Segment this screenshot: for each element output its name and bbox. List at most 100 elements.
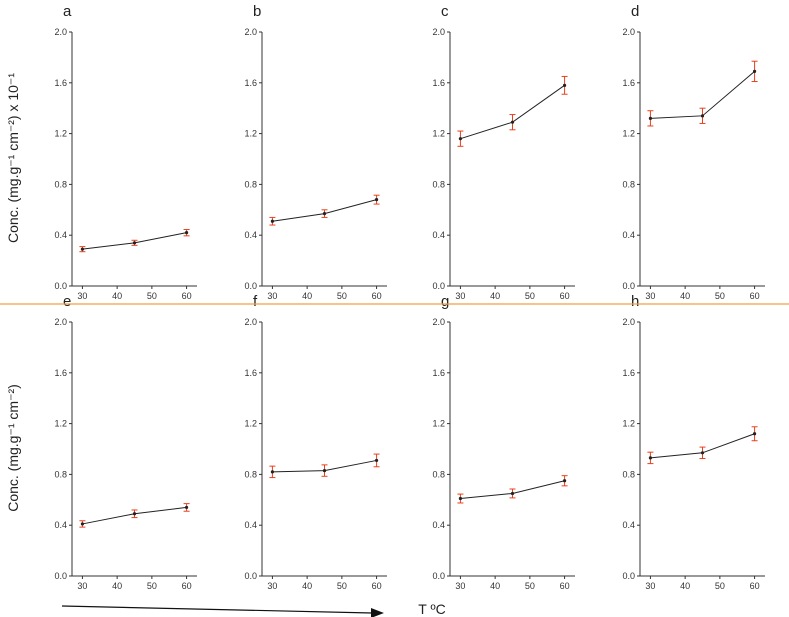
- data-point: [270, 219, 275, 223]
- x-tick-label: 30: [645, 581, 655, 591]
- panel-label-f: f: [253, 293, 258, 310]
- data-point: [184, 505, 189, 510]
- x-tick-label: 60: [560, 581, 570, 591]
- x-tick-label: 60: [560, 291, 570, 301]
- data-point: [322, 468, 327, 473]
- y-tick-label: 0.0: [622, 281, 635, 291]
- data-point: [132, 241, 137, 245]
- y-tick-label: 1.2: [622, 129, 635, 139]
- x-tick-label: 50: [147, 581, 157, 591]
- y-tick-label: 0.0: [432, 281, 445, 291]
- x-tick-label: 40: [490, 581, 500, 591]
- y-tick-label: 0.0: [432, 571, 445, 581]
- y-tick-label: 0.0: [244, 571, 257, 581]
- panel-h: h 0.0 0.4 0.8 1.2 1.6 2.0 30 40 50 60: [622, 293, 765, 591]
- y-tick-label: 0.4: [622, 230, 635, 240]
- data-point: [700, 451, 705, 455]
- y-tick-label: 0.0: [54, 571, 67, 581]
- y-tick-label: 1.6: [244, 368, 257, 378]
- x-tick-label: 60: [372, 291, 382, 301]
- x-tick-label: 60: [182, 581, 192, 591]
- data-point: [562, 479, 567, 483]
- y-axis-label-bottom: Conc. (mg.g⁻¹ cm⁻²): [5, 384, 21, 512]
- x-tick-label: 30: [455, 581, 465, 591]
- series-line: [460, 84, 565, 140]
- panel-label-d: d: [631, 3, 639, 20]
- data-point: [458, 137, 463, 141]
- x-tick-label: 50: [337, 581, 347, 591]
- x-tick-label: 40: [112, 581, 122, 591]
- panel-d: d 0.0 0.4 0.8 1.2 1.6 2.0 30 40 50 60: [622, 3, 765, 301]
- data-point: [648, 456, 653, 460]
- y-tick-label: 0.4: [54, 230, 67, 240]
- y-tick-label: 0.8: [54, 179, 67, 189]
- data-point: [752, 432, 757, 436]
- x-tick-label: 40: [112, 291, 122, 301]
- data-point: [510, 491, 515, 496]
- panel-f: f 0.0 0.4 0.8 1.2 1.6 2.0 30 40 50 60: [244, 293, 387, 591]
- panel-label-c: c: [441, 3, 449, 20]
- y-tick-label: 1.2: [54, 129, 67, 139]
- data-point: [132, 512, 137, 516]
- data-point: [648, 116, 653, 120]
- y-tick-label: 0.4: [432, 230, 445, 240]
- x-tick-label: 50: [715, 581, 725, 591]
- x-tick-label: 40: [302, 291, 312, 301]
- y-tick-label: 0.4: [54, 520, 67, 530]
- y-axis-label-top: Conc. (mg.g⁻¹ cm⁻²) x 10⁻¹: [5, 73, 21, 243]
- y-tick-label: 0.4: [244, 230, 257, 240]
- data-point: [270, 470, 275, 474]
- panel-label-b: b: [253, 3, 261, 20]
- x-tick-label: 30: [645, 291, 655, 301]
- y-tick-label: 1.2: [622, 419, 635, 429]
- panel-e: e 0.0 0.4 0.8 1.2 1.6 2.0 30 40 50 60: [54, 293, 197, 591]
- data-point: [184, 231, 189, 235]
- y-tick-label: 1.6: [622, 78, 635, 88]
- x-tick-label: 60: [372, 581, 382, 591]
- data-point: [458, 496, 463, 501]
- x-tick-label: 30: [77, 581, 87, 591]
- y-tick-label: 1.2: [432, 419, 445, 429]
- y-tick-label: 0.8: [622, 469, 635, 479]
- y-tick-label: 0.8: [432, 179, 445, 189]
- y-tick-label: 0.4: [244, 520, 257, 530]
- x-tick-label: 60: [750, 581, 760, 591]
- panel-label-e: e: [63, 293, 71, 310]
- y-tick-label: 1.2: [244, 129, 257, 139]
- y-tick-label: 1.6: [244, 78, 257, 88]
- x-tick-label: 30: [267, 581, 277, 591]
- y-tick-label: 1.2: [54, 419, 67, 429]
- y-tick-label: 0.4: [622, 520, 635, 530]
- x-tick-label: 60: [182, 291, 192, 301]
- x-tick-label: 50: [337, 291, 347, 301]
- data-point: [374, 198, 379, 202]
- y-tick-label: 1.6: [54, 368, 67, 378]
- data-point: [80, 522, 85, 526]
- y-tick-label: 2.0: [244, 317, 257, 327]
- x-tick-label: 40: [680, 581, 690, 591]
- y-tick-label: 2.0: [432, 317, 445, 327]
- y-tick-label: 0.4: [432, 520, 445, 530]
- data-point: [562, 83, 567, 87]
- y-tick-label: 1.2: [432, 129, 445, 139]
- y-tick-label: 0.0: [622, 571, 635, 581]
- x-tick-label: 40: [490, 291, 500, 301]
- y-tick-label: 2.0: [622, 317, 635, 327]
- x-tick-label: 40: [302, 581, 312, 591]
- x-tick-label: 30: [267, 291, 277, 301]
- panels-group: a 0.0 0.4 0.8 1.2 1.6 2.0 30 40 50 60 b 0.0 0.4 0.8 1.2…: [54, 3, 765, 591]
- y-tick-label: 0.8: [622, 179, 635, 189]
- data-point: [374, 458, 379, 463]
- temperature-arrow: [61, 605, 384, 617]
- x-tick-label: 50: [715, 291, 725, 301]
- y-tick-label: 2.0: [622, 27, 635, 37]
- data-point: [80, 247, 85, 251]
- data-point: [322, 212, 327, 216]
- y-tick-label: 0.8: [244, 179, 257, 189]
- x-axis-label: T ºC: [418, 601, 445, 617]
- data-point: [510, 120, 515, 124]
- y-tick-label: 2.0: [432, 27, 445, 37]
- y-tick-label: 2.0: [54, 317, 67, 327]
- y-tick-label: 2.0: [244, 27, 257, 37]
